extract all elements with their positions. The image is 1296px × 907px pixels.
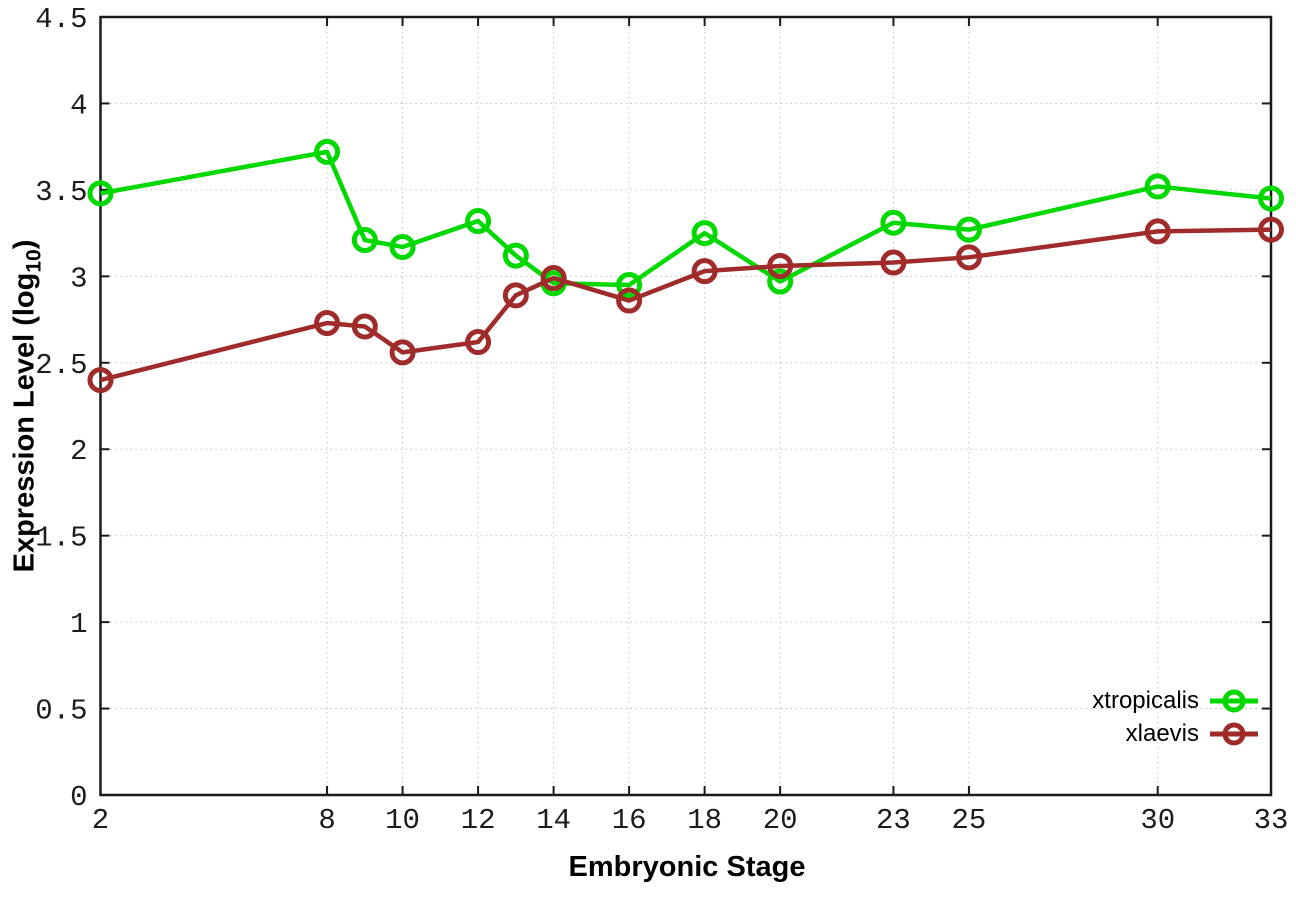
x-tick-label: 2	[92, 804, 109, 837]
legend-entry-xlaevis: xlaevis	[1126, 717, 1260, 750]
legend-marker-xlaevis	[1210, 722, 1258, 745]
data-point-xlaevis	[1144, 218, 1171, 245]
x-tick-label: 16	[612, 804, 647, 837]
data-point-xtropicalis	[691, 220, 718, 247]
x-tick-label: 23	[876, 804, 911, 837]
x-tick-label: 20	[763, 804, 798, 837]
x-tick-label: 10	[385, 804, 420, 837]
x-axis-title: Embryonic Stage	[568, 851, 806, 883]
x-tick-label: 14	[536, 804, 571, 837]
x-tick-label: 25	[952, 804, 987, 837]
data-point-xtropicalis	[955, 216, 982, 243]
data-point-xlaevis	[314, 310, 341, 337]
data-point-xtropicalis	[87, 180, 114, 207]
x-tick-label: 18	[687, 804, 722, 837]
y-tick-label: 0	[70, 781, 87, 814]
tick-marks	[99, 16, 1272, 796]
legend-label-xlaevis: xlaevis	[1125, 719, 1199, 747]
data-point-xtropicalis	[465, 208, 492, 235]
y-axis-title-suffix: )	[8, 239, 41, 250]
data-point-xlaevis	[616, 287, 643, 314]
y-tick-label: 2	[70, 435, 87, 468]
series-xtropicalis	[87, 138, 1284, 298]
data-point-xlaevis	[880, 249, 907, 276]
x-tick-label: 33	[1254, 804, 1289, 837]
x-tick-label: 30	[1140, 804, 1175, 837]
y-tick-label: 3.5	[35, 176, 87, 209]
data-point-xlaevis	[767, 252, 794, 279]
y-tick-label: 1	[70, 608, 87, 641]
data-point-xtropicalis	[502, 242, 529, 269]
data-point-xtropicalis	[1258, 185, 1284, 212]
data-point-xtropicalis	[767, 268, 794, 295]
series-line-xlaevis	[99, 227, 1272, 383]
data-point-xlaevis	[691, 258, 718, 285]
data-point-xlaevis	[1258, 216, 1284, 243]
y-tick-label: 4.5	[35, 3, 87, 36]
y-axis-title-text: Expression Level (log	[8, 272, 41, 573]
plot-border	[99, 15, 1273, 797]
gridlines	[100, 17, 1271, 795]
y-axis-title: Expression Level (log10)	[8, 239, 46, 573]
data-point-xlaevis	[87, 367, 114, 394]
y-tick-label: 4	[70, 89, 87, 122]
data-point-xlaevis	[389, 339, 416, 366]
x-tick-label: 8	[318, 804, 335, 837]
x-tick-labels: 2 8 10 12 14 16 18 20 23 25 30 33	[92, 804, 1289, 837]
legend-entry-xtropicalis: xtropicalis	[1092, 684, 1260, 717]
data-point-xtropicalis	[314, 138, 341, 165]
y-tick-label: 2.5	[35, 349, 87, 382]
data-point-xtropicalis	[1144, 173, 1171, 200]
series-xlaevis	[87, 216, 1284, 394]
y-tick-labels: 0 0.5 1 1.5 2 2.5 3 3.5 4 4.5	[35, 3, 87, 814]
series-line-xtropicalis	[100, 149, 1272, 288]
y-axis-title-subscript: 10	[22, 249, 46, 273]
data-point-xlaevis	[540, 265, 567, 292]
data-point-xtropicalis	[351, 227, 378, 254]
data-point-xlaevis	[502, 282, 529, 309]
y-tick-label: 3	[70, 262, 87, 295]
y-tick-label: 0.5	[35, 695, 87, 728]
legend-label-xtropicalis: xtropicalis	[1092, 686, 1199, 714]
legend: xtropicalis xlaevis	[1092, 684, 1260, 750]
data-point-xlaevis	[465, 329, 492, 356]
legend-marker-xtropicalis	[1210, 689, 1258, 712]
data-point-xlaevis	[955, 244, 982, 271]
data-point-xlaevis	[351, 313, 378, 340]
data-point-xtropicalis	[880, 209, 907, 236]
x-tick-label: 12	[461, 804, 496, 837]
data-point-xtropicalis	[616, 271, 643, 298]
data-point-xtropicalis	[389, 233, 416, 260]
y-tick-label: 1.5	[35, 522, 87, 555]
